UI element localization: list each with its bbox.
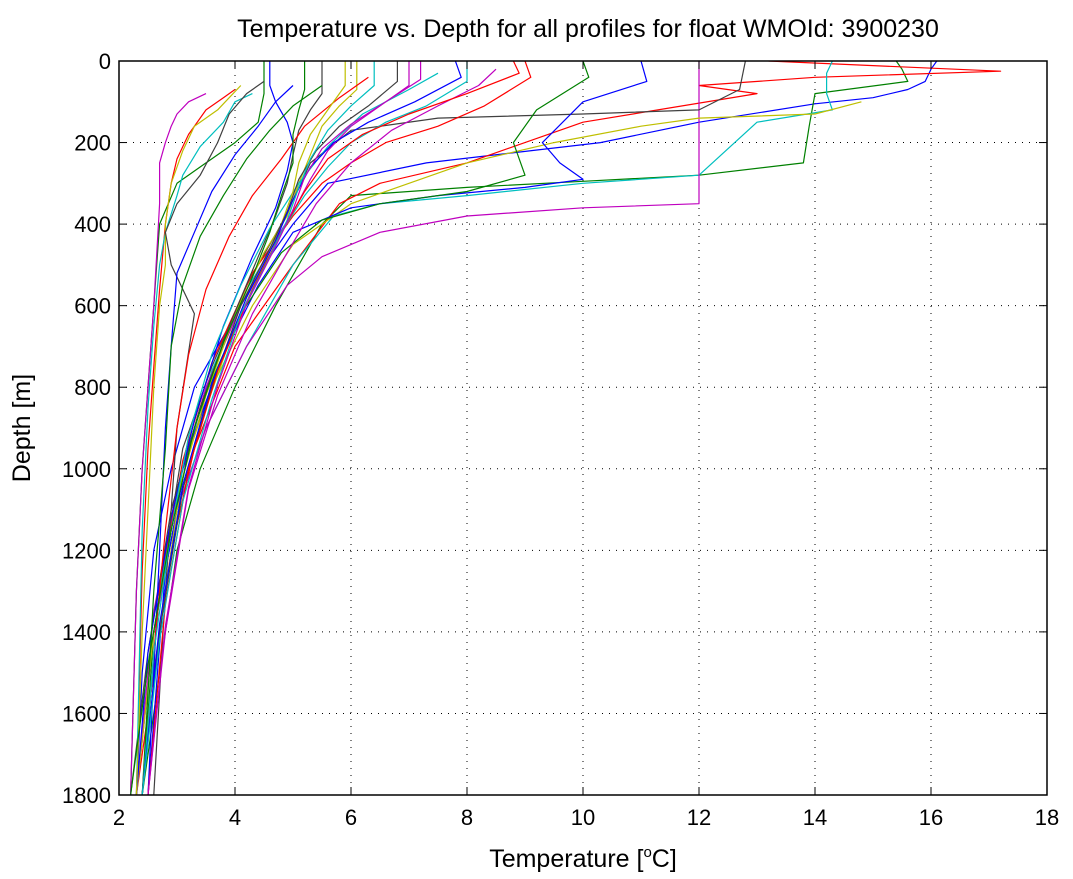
profile-line-18 [135,93,253,795]
profile-line-3 [135,61,1002,795]
x-tick-labels: 2 4 6 8 10 12 14 16 18 [113,805,1059,830]
y-tick-label: 1600 [62,701,111,726]
y-tick-label: 1400 [62,620,111,645]
profile-line-8 [147,61,648,795]
x-tick-label: 2 [113,805,125,830]
x-tick-label: 6 [345,805,357,830]
plot-area [130,61,1002,795]
profile-line-5 [135,61,700,795]
y-tick-label: 1200 [62,538,111,563]
profile-line-33 [147,61,422,795]
profile-line-29 [141,61,462,795]
profile-line-21 [153,80,265,795]
profile-line-20 [135,85,242,795]
x-tick-label: 14 [803,805,827,830]
chart-title: Temperature vs. Depth for all profiles f… [237,15,939,43]
y-tick-label: 600 [74,294,111,319]
y-tick-label: 1000 [62,457,111,482]
profile-line-28 [141,61,398,795]
x-tick-label: 4 [229,805,241,830]
series-lines [130,61,1002,795]
profile-line-31 [147,61,520,795]
profile-line-32 [141,61,375,795]
profile-line-7 [141,61,746,795]
x-axis-label: Temperature [oC] [489,844,677,873]
profile-line-4 [135,61,834,795]
x-tick-label: 16 [919,805,943,830]
profile-line-25 [141,72,439,795]
y-tick-label: 800 [74,375,111,400]
x-tick-label: 10 [571,805,595,830]
profile-line-2 [141,61,909,795]
axis-ticks [118,60,1048,796]
grid-lines [119,61,1047,795]
profile-line-10 [141,61,532,795]
y-tick-label: 1800 [62,783,111,808]
profile-line-26 [147,68,497,795]
x-tick-label: 8 [461,805,473,830]
profile-line-19 [130,93,207,795]
y-tick-label: 0 [99,49,111,74]
profile-line-23 [141,85,323,795]
x-tick-label: 18 [1035,805,1059,830]
y-tick-label: 400 [74,212,111,237]
profile-line-6 [141,101,862,795]
y-tick-label: 200 [74,131,111,156]
x-tick-label: 12 [687,805,711,830]
profile-line-1 [135,61,938,795]
y-tick-labels: 0 200 400 600 800 1000 1200 1400 1600 1800 [62,49,111,808]
profile-line-9 [141,61,590,795]
y-axis-label: Depth [m] [8,374,36,482]
profile-line-30 [130,61,306,795]
profile-line-24 [141,76,369,795]
